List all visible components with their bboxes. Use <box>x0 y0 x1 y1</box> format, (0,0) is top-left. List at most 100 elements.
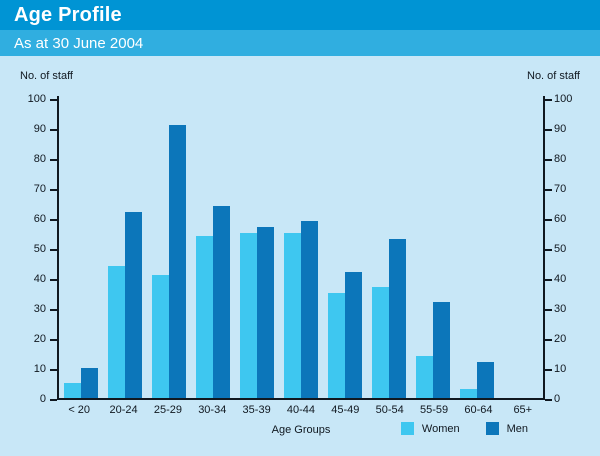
x-category-label-25-29: 25-29 <box>153 404 182 416</box>
bar-group-<20 <box>59 96 103 398</box>
y-tick-left-20 <box>50 339 57 341</box>
bar-men-35-39 <box>257 227 274 398</box>
legend-label-women: Women <box>421 422 460 435</box>
bar-group-60-64 <box>455 96 499 398</box>
y-tick-right-0 <box>545 399 552 401</box>
bar-group-35-39 <box>235 96 279 398</box>
y-tick-right-30 <box>545 309 552 311</box>
bar-men-50-54 <box>389 239 406 398</box>
y-tick-label-left-0: 0 <box>39 393 46 405</box>
y-tick-left-80 <box>50 159 57 161</box>
x-category-label-45-49: 45-49 <box>331 404 360 416</box>
legend-swatch-women <box>400 422 414 435</box>
bar-men-60-64 <box>477 362 494 398</box>
y-tick-right-20 <box>545 339 552 341</box>
bar-women-45-49 <box>328 293 345 398</box>
x-category-label-30-34: 30-34 <box>198 404 227 416</box>
y-tick-right-60 <box>545 219 552 221</box>
bar-women-40-44 <box>284 233 301 398</box>
bar-group-50-54 <box>367 96 411 398</box>
bar-group-45-49 <box>323 96 367 398</box>
y-tick-right-50 <box>545 249 552 251</box>
y-axis-label-left: No. of staff <box>20 70 73 82</box>
y-axis-ticks-left <box>50 96 57 401</box>
page-title: Age Profile <box>14 3 122 26</box>
y-tick-left-40 <box>50 279 57 281</box>
y-tick-label-left-30: 30 <box>33 303 46 315</box>
bar-women-20-24 <box>108 266 125 398</box>
bar-women-55-59 <box>416 356 433 398</box>
page-subtitle: As at 30 June 2004 <box>14 34 144 52</box>
bar-women-35-39 <box>240 233 257 398</box>
y-tick-left-100 <box>50 99 57 101</box>
y-axis-label-right: No. of staff <box>527 70 580 82</box>
y-tick-left-70 <box>50 189 57 191</box>
bar-men-25-29 <box>169 125 186 398</box>
legend-item-men: Men <box>485 422 528 435</box>
y-tick-label-left-90: 90 <box>33 123 46 135</box>
y-tick-label-right-70: 70 <box>554 183 567 195</box>
x-category-label-55-59: 55-59 <box>419 404 449 416</box>
bar-men-45-49 <box>345 272 362 398</box>
x-category-label-65+: 65+ <box>513 404 533 416</box>
y-tick-label-right-10: 10 <box>554 363 567 375</box>
y-tick-right-100 <box>545 99 552 101</box>
legend-label-men: Men <box>506 422 528 435</box>
y-axis-ticks-right <box>545 96 552 401</box>
bar-group-20-24 <box>103 96 147 398</box>
y-tick-label-left-80: 80 <box>33 153 46 165</box>
y-tick-left-0 <box>50 399 57 401</box>
x-category-label-60-64: 60-64 <box>464 404 493 416</box>
y-tick-right-80 <box>545 159 552 161</box>
y-tick-label-right-0: 0 <box>554 393 561 405</box>
y-tick-label-left-40: 40 <box>33 273 46 285</box>
x-category-label-40-44: 40-44 <box>286 404 316 416</box>
y-tick-labels-right: 0 10 20 30 40 50 60 70 80 90 100 <box>554 93 582 405</box>
bar-group-30-34 <box>191 96 235 398</box>
y-tick-label-left-50: 50 <box>33 243 46 255</box>
y-tick-labels-left: 0 10 20 30 40 50 60 70 80 90 100 <box>18 93 46 405</box>
legend: Women Men <box>390 422 528 435</box>
y-tick-label-right-40: 40 <box>554 273 567 285</box>
plot-area <box>57 96 545 400</box>
bar-men-<20 <box>81 368 98 398</box>
legend-item-women: Women <box>400 422 460 435</box>
header-title-band: Age Profile <box>0 0 600 30</box>
y-tick-left-50 <box>50 249 57 251</box>
x-category-label-20-24: 20-24 <box>109 404 138 416</box>
bar-women-30-34 <box>196 236 213 398</box>
legend-swatch-men <box>485 422 499 435</box>
y-tick-label-left-70: 70 <box>33 183 46 195</box>
y-tick-label-right-50: 50 <box>554 243 567 255</box>
bar-women-60-64 <box>460 389 477 398</box>
y-tick-label-left-60: 60 <box>33 213 46 225</box>
bar-women-<20 <box>64 383 81 398</box>
y-tick-right-90 <box>545 129 552 131</box>
bar-men-55-59 <box>433 302 450 398</box>
bar-group-65+ <box>499 96 543 398</box>
x-axis-title: Age Groups <box>271 424 331 436</box>
y-tick-label-left-10: 10 <box>33 363 46 375</box>
y-tick-right-70 <box>545 189 552 191</box>
y-tick-label-right-90: 90 <box>554 123 567 135</box>
y-tick-right-40 <box>545 279 552 281</box>
y-tick-label-right-30: 30 <box>554 303 567 315</box>
bar-women-50-54 <box>372 287 389 398</box>
bar-women-25-29 <box>152 275 169 398</box>
y-tick-label-left-100: 100 <box>27 93 46 105</box>
header-subtitle-band: As at 30 June 2004 <box>0 30 600 56</box>
y-tick-left-90 <box>50 129 57 131</box>
x-category-label-<20: < 20 <box>68 404 91 416</box>
bar-group-40-44 <box>279 96 323 398</box>
y-tick-label-right-100: 100 <box>554 93 573 105</box>
y-tick-label-right-20: 20 <box>554 333 567 345</box>
bar-men-20-24 <box>125 212 142 398</box>
bar-men-40-44 <box>301 221 318 398</box>
y-tick-label-left-20: 20 <box>33 333 46 345</box>
y-tick-label-right-60: 60 <box>554 213 567 225</box>
y-tick-left-60 <box>50 219 57 221</box>
y-tick-left-30 <box>50 309 57 311</box>
y-tick-right-10 <box>545 369 552 371</box>
x-category-label-50-54: 50-54 <box>375 404 404 416</box>
